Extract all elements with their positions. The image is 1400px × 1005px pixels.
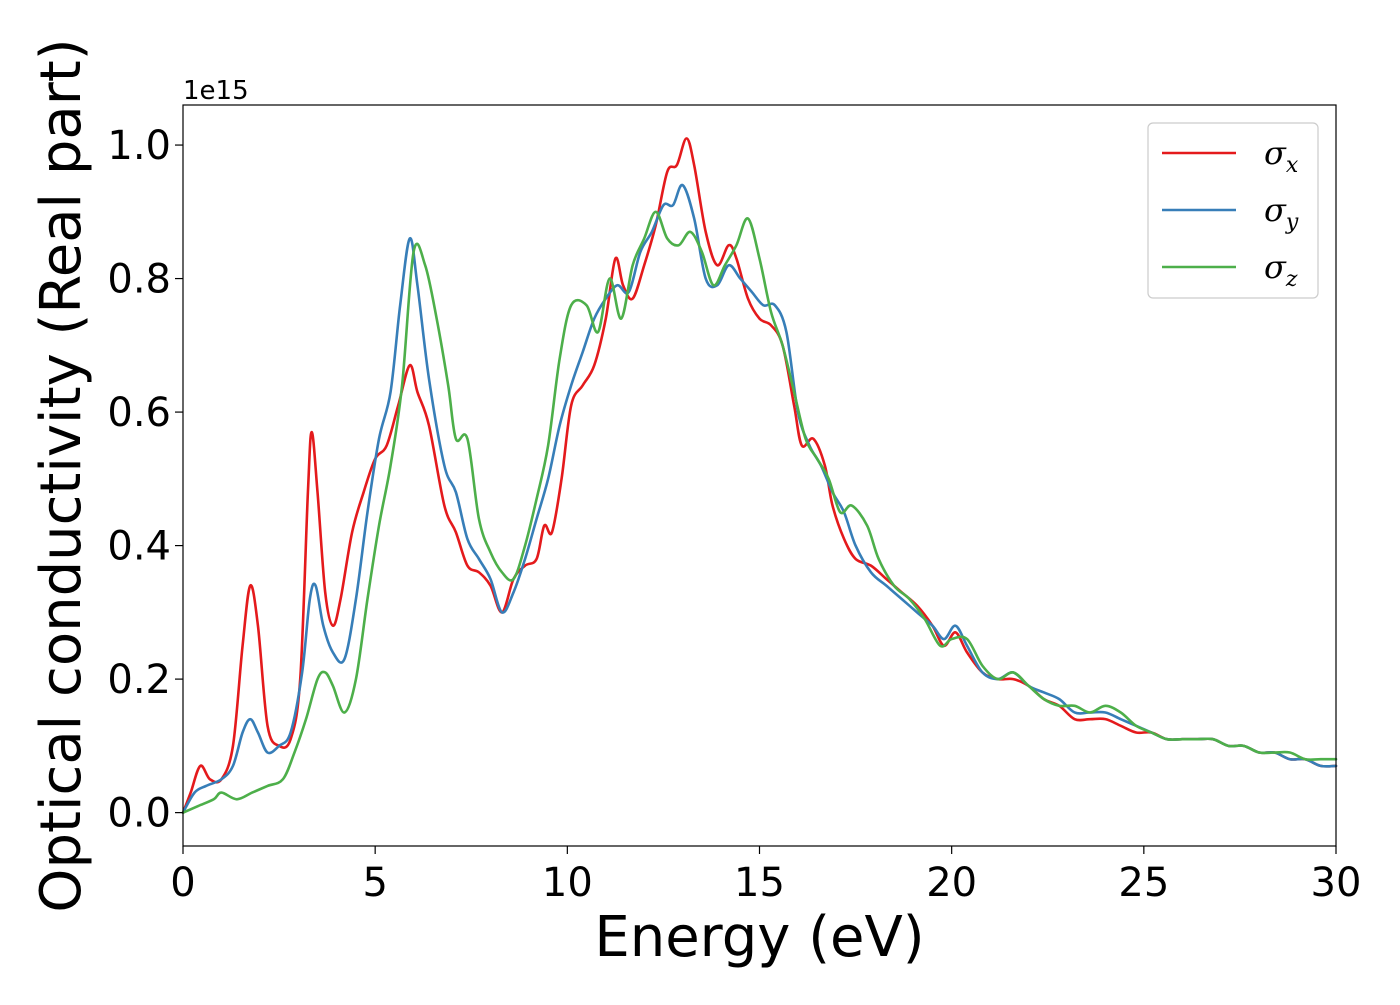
x-tick-label: 10 (542, 860, 593, 906)
x-axis-title: Energy (eV) (594, 905, 924, 970)
y-tick-label: 0.4 (107, 524, 171, 570)
x-tick-label: 0 (170, 860, 195, 906)
y-tick-label: 0.0 (107, 791, 171, 837)
legend-symbol: σ (1264, 248, 1287, 286)
x-tick-label: 20 (926, 860, 977, 906)
series-line-z (181, 210, 1338, 814)
legend-subscript: z (1285, 267, 1298, 292)
legend-label-x: σx (1264, 134, 1299, 178)
y-tick-label: 0.6 (107, 390, 171, 436)
x-tick-label: 30 (1311, 860, 1362, 906)
series-layer (181, 137, 1338, 814)
ticks-layer: 0 5 10 15 20 25 30 0.0 0.2 0.4 0.6 0.8 1.0 (107, 123, 1361, 906)
legend-subscript: y (1285, 210, 1299, 235)
y-tick-label: 1.0 (107, 123, 171, 169)
series-line-x (181, 137, 1338, 814)
y-offset-label: 1e15 (183, 76, 249, 106)
x-tick-label: 25 (1118, 860, 1169, 906)
y-tick-label: 0.2 (107, 657, 171, 703)
x-tick-label: 15 (734, 860, 785, 906)
y-axis-title: Optical conductivity (Real part) (29, 38, 94, 912)
legend-symbol: σ (1264, 191, 1287, 229)
x-tick-label: 5 (362, 860, 387, 906)
legend-label-y: σy (1264, 191, 1299, 235)
legend-symbol: σ (1264, 134, 1287, 172)
legend-subscript: x (1286, 153, 1299, 178)
legend-label-z: σz (1264, 248, 1298, 292)
y-tick-label: 0.8 (107, 257, 171, 303)
